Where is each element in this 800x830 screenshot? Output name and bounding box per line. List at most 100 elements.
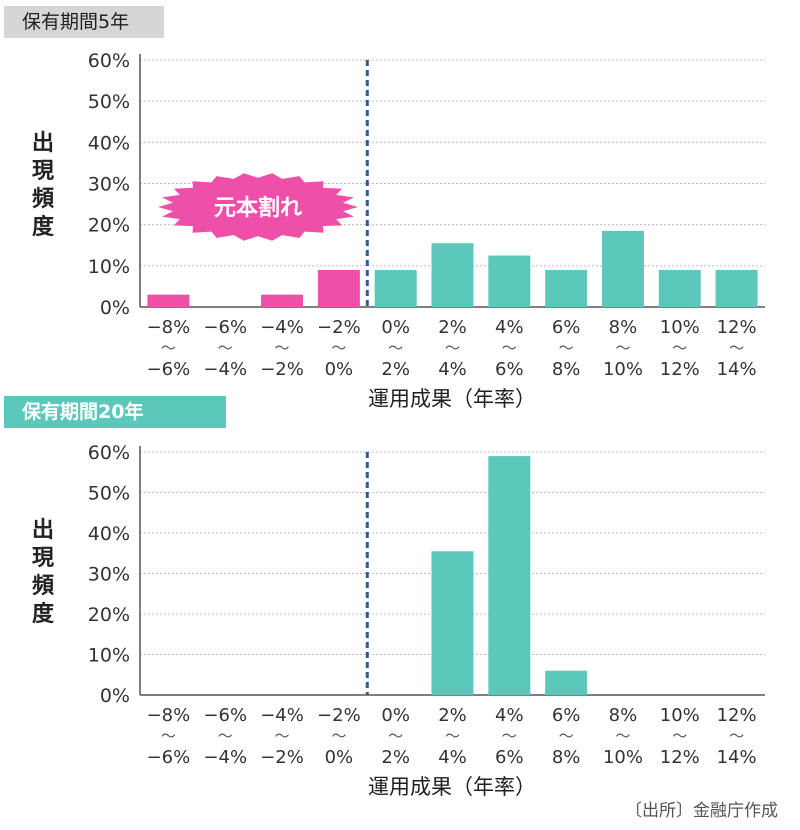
x-tick-label-top: −2% xyxy=(317,317,361,338)
x-tick-label-bottom: −6% xyxy=(147,747,191,768)
x-tick-label-sep: 〜 xyxy=(445,727,460,745)
x-tick-label-bottom: 6% xyxy=(495,359,524,380)
x-tick-label-bottom: 12% xyxy=(660,359,700,380)
x-tick-label-bottom: 6% xyxy=(495,747,524,768)
x-tick-label-top: 12% xyxy=(717,317,757,338)
x-tick-label-top: 10% xyxy=(660,705,700,726)
y-tick-label: 10% xyxy=(88,256,130,278)
bar xyxy=(488,255,531,307)
x-tick-label-sep: 〜 xyxy=(388,727,403,745)
x-axis-label: 運用成果（年率） xyxy=(368,387,536,411)
x-tick-label-sep: 〜 xyxy=(218,339,233,357)
x-axis-label: 運用成果（年率） xyxy=(368,775,536,799)
y-tick-label: 60% xyxy=(88,442,130,464)
x-tick-label-top: −6% xyxy=(203,317,247,338)
x-tick-label-top: −8% xyxy=(147,317,191,338)
y-tick-label: 50% xyxy=(88,483,130,505)
bar xyxy=(317,269,360,307)
x-tick-label-bottom: −4% xyxy=(203,747,247,768)
x-tick-label-sep: 〜 xyxy=(161,727,176,745)
bar xyxy=(715,269,758,307)
y-axis-label-5yr: 出 現 頻 度 xyxy=(28,130,58,242)
x-tick-label-bottom: 4% xyxy=(438,747,467,768)
bar xyxy=(545,670,588,695)
x-tick-label-sep: 〜 xyxy=(388,339,403,357)
x-tick-label-bottom: 2% xyxy=(381,359,410,380)
x-tick-label-sep: 〜 xyxy=(502,339,517,357)
x-tick-label-top: −8% xyxy=(147,705,191,726)
y-tick-label: 60% xyxy=(88,50,130,72)
x-tick-label-top: 4% xyxy=(495,317,524,338)
x-tick-label-top: 10% xyxy=(660,317,700,338)
x-tick-label-top: −4% xyxy=(260,705,304,726)
chart-20yr: 0%10%20%30%40%50%60%−8%〜−6%−6%〜−4%−4%〜−2… xyxy=(88,442,765,799)
x-tick-label-bottom: 4% xyxy=(438,359,467,380)
source-note: 〔出所〕金融庁作成 xyxy=(625,801,778,821)
x-tick-label-sep: 〜 xyxy=(161,339,176,357)
y-tick-label: 10% xyxy=(88,645,130,667)
annotation-label: 元本割れ xyxy=(214,195,302,221)
y-axis-label-20yr: 出 現 頻 度 xyxy=(28,517,58,629)
y-axis-label-char: 現 xyxy=(31,159,54,184)
y-axis-label-char: 出 xyxy=(31,131,54,156)
bar xyxy=(374,269,417,307)
bar xyxy=(658,269,701,307)
x-tick-label-sep: 〜 xyxy=(275,339,290,357)
x-tick-label-bottom: 14% xyxy=(717,359,757,380)
x-tick-label-sep: 〜 xyxy=(615,339,630,357)
y-tick-label: 20% xyxy=(88,215,130,237)
y-tick-label: 50% xyxy=(88,91,130,113)
bar xyxy=(431,243,474,307)
y-tick-label: 20% xyxy=(88,604,130,626)
x-tick-label-sep: 〜 xyxy=(615,727,630,745)
y-tick-label: 40% xyxy=(88,132,130,154)
x-tick-label-bottom: −2% xyxy=(260,747,304,768)
y-tick-label: 30% xyxy=(88,564,130,586)
y-axis-label-char: 度 xyxy=(31,215,54,240)
x-tick-label-top: 12% xyxy=(717,705,757,726)
x-tick-label-bottom: −4% xyxy=(203,359,247,380)
x-tick-label-bottom: 2% xyxy=(381,747,410,768)
x-tick-label-sep: 〜 xyxy=(672,339,687,357)
y-axis-label-char: 出 xyxy=(31,518,54,543)
panel-label-20yr: 保有期間20年 xyxy=(4,396,226,428)
x-tick-label-sep: 〜 xyxy=(729,727,744,745)
x-tick-label-top: −6% xyxy=(203,705,247,726)
x-tick-label-sep: 〜 xyxy=(218,727,233,745)
x-tick-label-bottom: −6% xyxy=(147,359,191,380)
y-axis-label-char: 頻 xyxy=(31,187,54,212)
y-axis-label-char: 現 xyxy=(31,546,54,571)
chart-5yr: 0%10%20%30%40%50%60%−8%〜−6%−6%〜−4%−4%〜−2… xyxy=(88,50,765,411)
x-tick-label-top: 6% xyxy=(552,705,581,726)
x-tick-label-bottom: 0% xyxy=(325,747,354,768)
x-tick-label-bottom: 8% xyxy=(552,359,581,380)
x-tick-label-sep: 〜 xyxy=(445,339,460,357)
x-tick-label-sep: 〜 xyxy=(331,339,346,357)
x-tick-label-top: 2% xyxy=(438,317,467,338)
x-tick-label-bottom: 0% xyxy=(325,359,354,380)
y-axis-label-char: 頻 xyxy=(31,574,54,599)
x-tick-label-top: 2% xyxy=(438,705,467,726)
x-tick-label-sep: 〜 xyxy=(729,339,744,357)
bar xyxy=(488,456,531,695)
x-tick-label-sep: 〜 xyxy=(275,727,290,745)
x-tick-label-top: 8% xyxy=(609,705,638,726)
x-tick-label-top: 6% xyxy=(552,317,581,338)
x-tick-label-sep: 〜 xyxy=(559,339,574,357)
x-tick-label-bottom: 12% xyxy=(660,747,700,768)
y-tick-label: 40% xyxy=(88,523,130,545)
x-tick-label-sep: 〜 xyxy=(331,727,346,745)
x-tick-label-bottom: 10% xyxy=(603,359,643,380)
x-tick-label-bottom: 14% xyxy=(717,747,757,768)
x-tick-label-bottom: −2% xyxy=(260,359,304,380)
x-tick-label-sep: 〜 xyxy=(502,727,517,745)
y-tick-label: 0% xyxy=(100,297,130,319)
y-axis-label-char: 度 xyxy=(31,602,54,627)
panel-label-5yr: 保有期間5年 xyxy=(4,6,164,38)
annotation-burst-shape xyxy=(158,173,358,241)
x-tick-label-top: 0% xyxy=(381,317,410,338)
x-tick-label-top: −2% xyxy=(317,705,361,726)
bar xyxy=(261,294,304,307)
bar xyxy=(147,294,190,307)
x-tick-label-top: 0% xyxy=(381,705,410,726)
